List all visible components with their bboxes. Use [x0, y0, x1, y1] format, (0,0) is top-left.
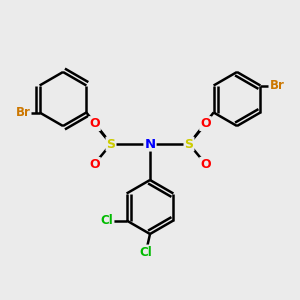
- Text: O: O: [89, 158, 100, 171]
- Text: O: O: [89, 117, 100, 130]
- Text: S: S: [106, 137, 116, 151]
- Text: Br: Br: [269, 79, 284, 92]
- Text: O: O: [200, 117, 211, 130]
- Text: N: N: [144, 137, 156, 151]
- Text: Cl: Cl: [101, 214, 113, 227]
- Text: O: O: [200, 158, 211, 171]
- Text: Br: Br: [16, 106, 31, 119]
- Text: S: S: [184, 137, 194, 151]
- Text: Cl: Cl: [139, 245, 152, 259]
